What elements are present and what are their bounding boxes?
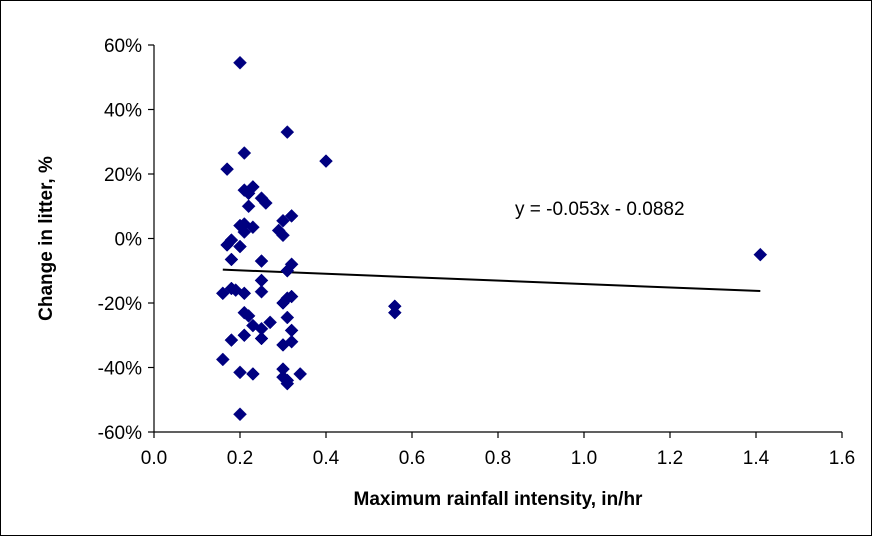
y-tick-label: -20%: [98, 294, 142, 315]
data-point: [387, 305, 402, 320]
y-tick-label: -60%: [98, 423, 142, 444]
data-point: [753, 247, 768, 262]
trendline-layer: [222, 268, 761, 293]
trendline-equation: y = -0.053x - 0.0882: [515, 199, 685, 220]
data-point: [220, 238, 234, 252]
data-point: [241, 199, 256, 214]
data-point: [233, 55, 247, 70]
x-tick-label: 1.6: [829, 448, 855, 469]
data-point: [263, 315, 277, 330]
data-point: [254, 284, 269, 299]
y-tick-label: -40%: [98, 359, 142, 380]
y-tick-label: 0%: [115, 230, 143, 251]
y-tick-label: 40%: [104, 101, 142, 122]
x-tick-label: 0.4: [313, 448, 340, 469]
y-axis-title: Change in litter, %: [36, 156, 57, 321]
data-point: [237, 225, 252, 239]
data-point: [237, 146, 252, 160]
markers-layer: [215, 55, 768, 422]
data-point: [254, 331, 269, 346]
data-point: [233, 407, 247, 422]
x-tick-label: 1.4: [743, 448, 770, 469]
trendline: [222, 268, 761, 293]
data-point: [220, 162, 234, 177]
x-tick-label: 0.0: [141, 448, 167, 469]
data-point: [246, 220, 260, 235]
x-tick-label: 1.2: [657, 448, 683, 469]
data-point: [280, 263, 295, 278]
axes: 60% 40% 20% 0% -20% -40% -60% 0.0 0.2 0.4 0.6 0.8 1.…: [98, 36, 856, 469]
data-point: [280, 125, 295, 139]
data-point: [276, 338, 290, 352]
data-point: [215, 286, 230, 301]
data-point: [276, 228, 290, 243]
data-point: [246, 367, 260, 381]
data-point: [276, 213, 290, 228]
x-tick-label: 1.0: [571, 448, 597, 469]
x-tick-label: 0.6: [399, 448, 425, 469]
y-tick-label: 60%: [104, 36, 142, 57]
x-axis-title: Maximum rainfall intensity, in/hr: [354, 489, 644, 510]
y-tick-label: 20%: [104, 165, 142, 186]
data-point: [276, 296, 290, 310]
data-point: [293, 367, 308, 381]
x-tick-label: 0.2: [227, 448, 253, 469]
data-point: [241, 309, 256, 323]
data-point: [258, 196, 273, 210]
data-point: [237, 286, 252, 301]
data-point: [224, 333, 239, 347]
data-point: [233, 239, 247, 254]
data-point: [280, 310, 295, 325]
data-point: [319, 154, 333, 168]
data-point: [237, 328, 252, 343]
data-point: [284, 209, 299, 223]
data-point: [280, 376, 295, 391]
data-point: [224, 252, 239, 267]
x-tick-label: 0.8: [485, 448, 511, 469]
data-point: [233, 365, 247, 380]
data-point: [254, 254, 269, 268]
data-point: [215, 352, 230, 367]
